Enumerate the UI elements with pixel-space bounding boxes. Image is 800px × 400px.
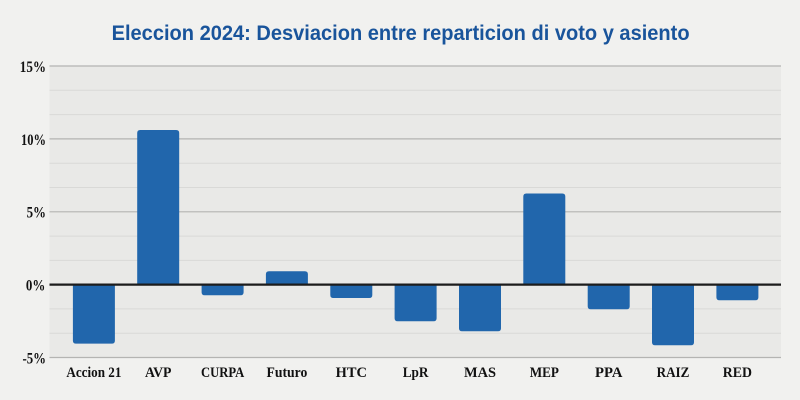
svg-text:10%: 10% (21, 132, 46, 149)
svg-text:CURPA: CURPA (201, 365, 244, 381)
svg-text:15%: 15% (20, 59, 46, 76)
svg-text:Eleccion 2024: Desviacion entr: Eleccion 2024: Desviacion entre repartic… (112, 21, 690, 45)
svg-text:LpR: LpR (403, 365, 429, 381)
svg-text:0%: 0% (26, 278, 45, 295)
svg-text:MAS: MAS (464, 365, 496, 381)
svg-text:MEP: MEP (530, 365, 559, 381)
svg-text:PPA: PPA (595, 365, 623, 381)
svg-text:AVP: AVP (145, 365, 172, 381)
svg-text:-5%: -5% (23, 350, 47, 367)
svg-text:Accion 21: Accion 21 (66, 365, 121, 381)
svg-text:RED: RED (723, 365, 752, 381)
svg-text:Futuro: Futuro (267, 365, 308, 381)
svg-text:5%: 5% (27, 205, 46, 222)
svg-text:RAIZ: RAIZ (657, 365, 690, 381)
svg-text:HTC: HTC (336, 365, 367, 381)
